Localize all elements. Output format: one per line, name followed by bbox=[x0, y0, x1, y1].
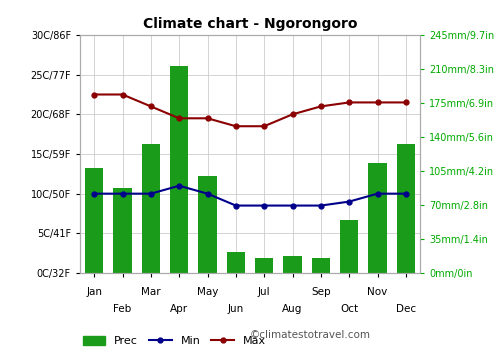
Bar bbox=[198, 176, 216, 273]
Bar bbox=[340, 219, 358, 273]
Text: Apr: Apr bbox=[170, 304, 188, 315]
Bar bbox=[396, 144, 415, 273]
Bar bbox=[284, 256, 302, 273]
Text: Sep: Sep bbox=[311, 287, 330, 297]
Text: Mar: Mar bbox=[141, 287, 161, 297]
Text: Dec: Dec bbox=[396, 304, 416, 315]
Legend: Prec, Min, Max: Prec, Min, Max bbox=[79, 331, 270, 350]
Text: Jan: Jan bbox=[86, 287, 102, 297]
Bar bbox=[142, 144, 160, 273]
Text: Nov: Nov bbox=[368, 287, 388, 297]
Text: Jul: Jul bbox=[258, 287, 270, 297]
Bar bbox=[312, 258, 330, 273]
Bar bbox=[368, 163, 386, 273]
Bar bbox=[226, 252, 245, 273]
Text: Jun: Jun bbox=[228, 304, 244, 315]
Text: May: May bbox=[197, 287, 218, 297]
Title: Climate chart - Ngorongoro: Climate chart - Ngorongoro bbox=[143, 17, 358, 31]
Text: ©climatestotravel.com: ©climatestotravel.com bbox=[250, 329, 371, 340]
Text: Feb: Feb bbox=[114, 304, 132, 315]
Text: Oct: Oct bbox=[340, 304, 358, 315]
Bar bbox=[170, 66, 188, 273]
Bar bbox=[114, 188, 132, 273]
Bar bbox=[255, 258, 274, 273]
Text: Aug: Aug bbox=[282, 304, 302, 315]
Bar bbox=[85, 168, 103, 273]
